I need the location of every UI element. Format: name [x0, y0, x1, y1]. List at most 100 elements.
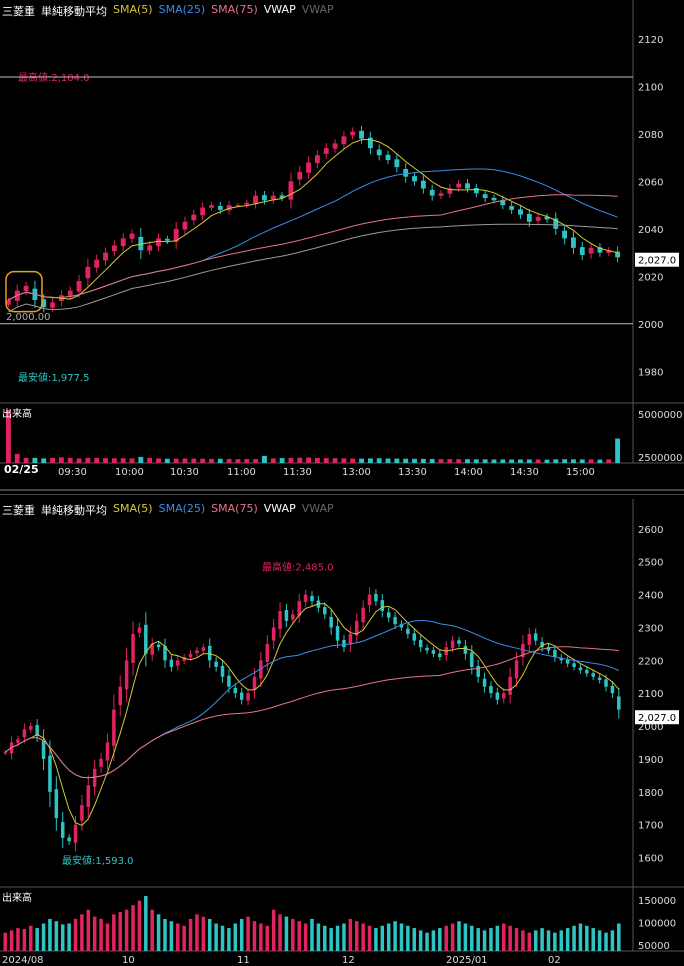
legend-symbol[interactable]: 三菱重: [2, 5, 35, 18]
volume-bar: [495, 925, 500, 951]
candle-body: [188, 653, 193, 658]
x-tick-label: 14:30: [510, 467, 539, 478]
candle-body: [5, 300, 11, 305]
candle-body: [67, 290, 73, 296]
candle-body: [270, 195, 276, 200]
daily-chart-svg[interactable]: 2600 2500 2400 2300 2200 2100 2000 1900 1800 1700…: [0, 499, 684, 966]
volume-bar: [476, 928, 480, 951]
last-price-box: [635, 710, 679, 725]
candle-body: [48, 755, 52, 792]
volume-bar: [350, 458, 356, 463]
candle-body: [332, 143, 338, 149]
candle-body: [310, 595, 314, 602]
candle-body: [23, 285, 29, 292]
candle-body: [418, 639, 423, 648]
candle-body: [214, 661, 218, 667]
volume-bar: [259, 923, 263, 951]
y-tick-label: 2400: [638, 591, 663, 602]
legend-sma75[interactable]: SMA(75): [211, 3, 258, 16]
candle-body: [329, 616, 333, 628]
vwap-line: [8, 223, 618, 313]
volume-bar: [214, 923, 218, 951]
candle-body: [359, 130, 364, 139]
volume-bar: [85, 457, 91, 463]
volume-bar: [306, 457, 312, 463]
volume-bar: [508, 925, 512, 951]
legend-indicator[interactable]: 単純移動平均: [41, 504, 107, 517]
last-price-label: 2,027.0: [638, 256, 676, 267]
x-tick-label: 11:30: [283, 467, 312, 478]
volume-bar: [412, 458, 417, 463]
volume-bar: [200, 458, 206, 463]
volume-bar: [284, 916, 289, 951]
candle-body: [572, 663, 576, 667]
volume-bar: [233, 923, 238, 951]
volume-bar: [92, 916, 97, 951]
volume-bar: [323, 458, 329, 463]
volume-bar: [67, 457, 73, 463]
volume-bar: [150, 909, 154, 951]
candle-body: [92, 768, 97, 787]
candle-body: [235, 205, 241, 207]
candle-body: [393, 616, 397, 625]
x-tick-label: 10: [122, 955, 135, 966]
candle-body: [147, 245, 153, 251]
candle-body: [565, 660, 570, 664]
volume-bar: [431, 930, 436, 951]
legend-sma25[interactable]: SMA(25): [158, 502, 206, 515]
intraday-chart-panel: 三菱重 単純移動平均 SMA(5) SMA(25) SMA(75) VWAP V…: [0, 0, 684, 482]
volume-bar: [399, 923, 404, 951]
candle-body: [386, 612, 391, 618]
volume-bar: [169, 921, 174, 951]
volume-bar: [163, 918, 167, 951]
legend-symbol[interactable]: 三菱重: [2, 504, 35, 517]
legend-vwap-disabled[interactable]: VWAP: [301, 502, 334, 515]
volume-bar: [29, 925, 33, 951]
candle-body: [514, 660, 519, 679]
legend-sma5[interactable]: SMA(5): [113, 3, 153, 16]
volume-bar: [332, 458, 338, 463]
volume-bar: [359, 458, 364, 463]
high-price-label: 最高値:2,485.0: [262, 561, 334, 574]
candle-body: [335, 626, 340, 641]
volume-bar: [50, 457, 55, 463]
candle-body: [169, 659, 174, 667]
horizontal-line-label: 2,000.00: [6, 312, 51, 323]
candle-body: [144, 624, 148, 654]
candle-body: [533, 633, 538, 641]
legend-sma25[interactable]: SMA(25): [158, 3, 206, 16]
volume-bar: [265, 925, 270, 951]
volume-bar: [606, 459, 612, 463]
legend-sma5[interactable]: SMA(5): [113, 502, 153, 515]
volume-bar: [138, 456, 144, 463]
candle-body: [164, 238, 170, 241]
volume-bar: [35, 928, 39, 951]
volume-bar: [239, 918, 244, 951]
candle-body: [176, 660, 180, 666]
volume-bar: [465, 459, 470, 463]
x-tick-label: 12: [342, 955, 355, 966]
x-tick-label: 02: [548, 955, 561, 966]
candle-body: [385, 154, 391, 161]
candle-body: [495, 692, 500, 700]
legend-vwap[interactable]: VWAP: [263, 3, 296, 16]
legend-vwap-disabled[interactable]: VWAP: [301, 3, 334, 16]
legend-vwap[interactable]: VWAP: [263, 502, 296, 515]
legend-indicator[interactable]: 単純移動平均: [41, 5, 107, 18]
volume-bar: [118, 912, 123, 951]
candle-body: [491, 197, 497, 201]
candle-body: [604, 679, 608, 687]
volume-bar: [444, 925, 448, 951]
candle-body: [457, 640, 461, 644]
volume-bar: [22, 929, 27, 951]
volume-bar: [220, 925, 225, 951]
y-tick-label: 1900: [638, 755, 663, 766]
candle-body: [406, 628, 410, 635]
volume-bar: [376, 458, 382, 463]
panel-separator[interactable]: [0, 489, 684, 491]
y-tick-label: 2300: [638, 623, 663, 634]
legend-sma75[interactable]: SMA(75): [211, 502, 258, 515]
intraday-chart-svg[interactable]: 2120 2100 2080 2060 2040 2020 2000 1980 2,027.0 最…: [0, 0, 684, 482]
candle-body: [41, 740, 46, 759]
volume-bar: [288, 457, 294, 463]
